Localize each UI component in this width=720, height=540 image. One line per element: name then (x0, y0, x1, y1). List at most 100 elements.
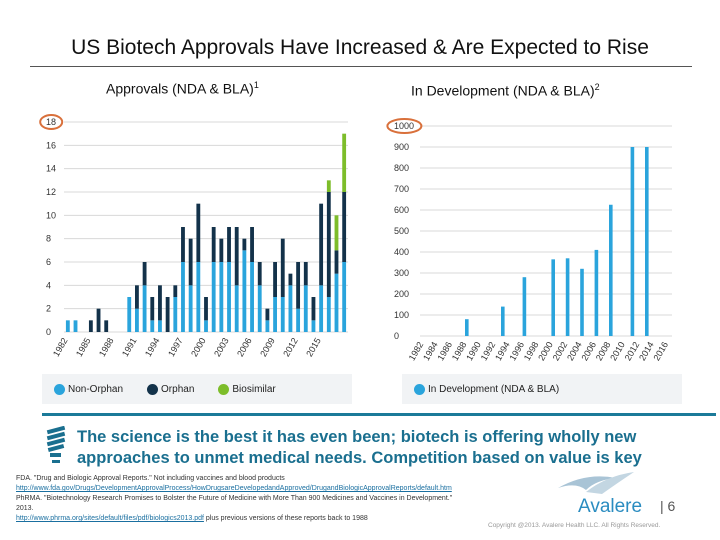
approvals-bar-2018-orphan (342, 192, 347, 262)
left-chart-title: Approvals (NDA & BLA)1 (106, 80, 259, 97)
approvals-bar-2004-non-orphan (234, 285, 239, 332)
development-y-tick-label: 800 (394, 163, 409, 173)
development-y-tick-label: 500 (394, 226, 409, 236)
approvals-bar-2001-non-orphan (211, 262, 216, 332)
approvals-bar-1993-orphan (150, 297, 155, 321)
approvals-bar-2016-non-orphan (326, 297, 331, 332)
copyright: Copyright @2013. Avalere Health LLC. All… (488, 522, 661, 529)
footnote-marker: 1 (253, 80, 259, 90)
approvals-bar-1985-orphan (88, 320, 93, 332)
approvals-bar-1992-orphan (142, 262, 147, 286)
development-y-tick-label: 400 (394, 247, 409, 257)
development-y-tick-label: 700 (394, 184, 409, 194)
approvals-bar-1982-non-orphan (65, 320, 70, 332)
right-legend: In Development (NDA & BLA) (402, 374, 682, 404)
approvals-bar-1999-orphan (196, 203, 201, 262)
legend-biosimilar: Biosimilar (218, 383, 276, 395)
approvals-bar-1996-orphan (173, 285, 178, 297)
approvals-bar-2007-orphan (257, 262, 262, 286)
approvals-y-tick-label: 8 (46, 234, 51, 244)
left-chart-title-text: Approvals (NDA & BLA) (106, 80, 254, 97)
approvals-y-tick-label: 12 (46, 187, 56, 197)
approvals-bar-1992-non-orphan (142, 285, 147, 332)
references: FDA. "Drug and Biologic Approval Reports… (16, 474, 471, 524)
approvals-bar-2004-orphan (234, 227, 239, 286)
approvals-bar-2015-non-orphan (319, 285, 324, 332)
approvals-x-tick-label: 2006 (235, 336, 254, 358)
approvals-bar-2013-orphan (303, 262, 308, 286)
footnote-marker: 2 (594, 82, 600, 92)
approvals-bar-2006-orphan (250, 227, 254, 262)
development-bar-2002-in-development-nda-bla- (565, 258, 570, 336)
reference-phrma: PhRMA. "Biotechnology Research Promises … (16, 495, 453, 512)
page-number: | 6 (660, 498, 676, 514)
approvals-bar-2002-non-orphan (219, 262, 224, 332)
development-bar-2000-in-development-nda-bla- (551, 259, 555, 336)
development-bar-2004-in-development-nda-bla- (580, 268, 584, 336)
approvals-x-tick-label: 2000 (189, 336, 208, 358)
approvals-bar-2003-non-orphan (227, 262, 231, 332)
approvals-bar-1987-orphan (104, 320, 109, 332)
approvals-bar-1994-orphan (158, 285, 162, 321)
approvals-bar-2017-orphan (334, 250, 339, 274)
approvals-bar-1994-non-orphan (158, 320, 162, 332)
approvals-bar-2010-non-orphan (280, 297, 285, 332)
legend-label: Orphan (161, 383, 195, 395)
development-y-tick-label: 100 (394, 310, 409, 320)
approvals-bar-1997-orphan (181, 227, 185, 262)
approvals-bar-1999-non-orphan (196, 262, 201, 332)
approvals-x-tick-label: 1982 (51, 336, 70, 358)
approvals-bar-2000-non-orphan (204, 320, 208, 332)
approvals-y-tick-label: 4 (46, 280, 51, 290)
approvals-y-tick-label: 0 (46, 327, 51, 337)
approvals-bar-1993-non-orphan (150, 320, 155, 332)
approvals-bar-1997-non-orphan (181, 262, 185, 332)
reference-fda-link[interactable]: http://www.fda.gov/Drugs/DevelopmentAppr… (16, 485, 452, 492)
approvals-bar-2008-non-orphan (265, 320, 270, 332)
approvals-bar-2014-orphan (311, 297, 316, 321)
title-divider (30, 66, 692, 67)
development-y-tick-label: 1000 (394, 121, 414, 131)
approvals-bar-2008-orphan (265, 308, 270, 321)
approvals-bar-2002-orphan (219, 238, 224, 262)
reference-fda: FDA. "Drug and Biologic Approval Reports… (16, 475, 285, 482)
right-chart-title: In Development (NDA & BLA)2 (411, 82, 600, 99)
approvals-bar-1991-non-orphan (135, 308, 139, 332)
legend-dot (54, 383, 65, 395)
approvals-bar-2009-orphan (273, 262, 277, 297)
reference-phrma-link[interactable]: http://www.phrma.org/sites/default/files… (16, 515, 204, 522)
legend-label: In Development (NDA & BLA) (428, 383, 560, 395)
legend-dot (218, 383, 230, 395)
reference-phrma-note: plus previous versions of these reports … (203, 515, 368, 522)
right-chart-title-text: In Development (NDA & BLA) (411, 82, 595, 99)
legend-in-development: In Development (NDA & BLA) (414, 383, 560, 395)
approvals-x-tick-label: 1985 (74, 336, 93, 358)
approvals-bar-1983-non-orphan (73, 320, 78, 332)
approvals-bar-2018-non-orphan (342, 262, 347, 332)
approvals-bar-2016-biosimilar (326, 180, 331, 192)
approvals-bar-2000-orphan (204, 297, 208, 321)
approvals-bar-2012-non-orphan (296, 308, 301, 332)
approvals-bar-1998-non-orphan (188, 285, 193, 332)
legend-label: Non-Orphan (68, 383, 124, 395)
approvals-y-tick-label: 10 (46, 210, 56, 220)
approvals-bar-2011-non-orphan (288, 285, 293, 332)
legend-label: Biosimilar (232, 383, 276, 395)
approvals-bar-2014-non-orphan (311, 320, 316, 332)
development-bar-2013-in-development-nda-bla- (645, 147, 649, 336)
approvals-x-tick-label: 1997 (166, 336, 185, 358)
avalere-bird-logo (558, 472, 634, 494)
approvals-bar-1995-orphan (165, 297, 170, 332)
approvals-x-tick-label: 1991 (120, 336, 139, 358)
development-bar-2006-in-development-nda-bla- (594, 249, 599, 336)
approvals-bar-2016-orphan (326, 192, 331, 297)
approvals-y-tick-label: 18 (46, 117, 56, 127)
approvals-bar-2001-orphan (211, 227, 216, 262)
development-bar-2008-in-development-nda-bla- (609, 204, 613, 336)
development-highlight-circle (386, 118, 423, 134)
approvals-bar-2012-orphan (296, 262, 301, 309)
approvals-x-tick-label: 1994 (143, 336, 162, 358)
approvals-x-tick-label: 2012 (281, 336, 300, 358)
approvals-bar-2005-non-orphan (242, 250, 247, 332)
development-bar-1996-in-development-nda-bla- (522, 277, 527, 336)
